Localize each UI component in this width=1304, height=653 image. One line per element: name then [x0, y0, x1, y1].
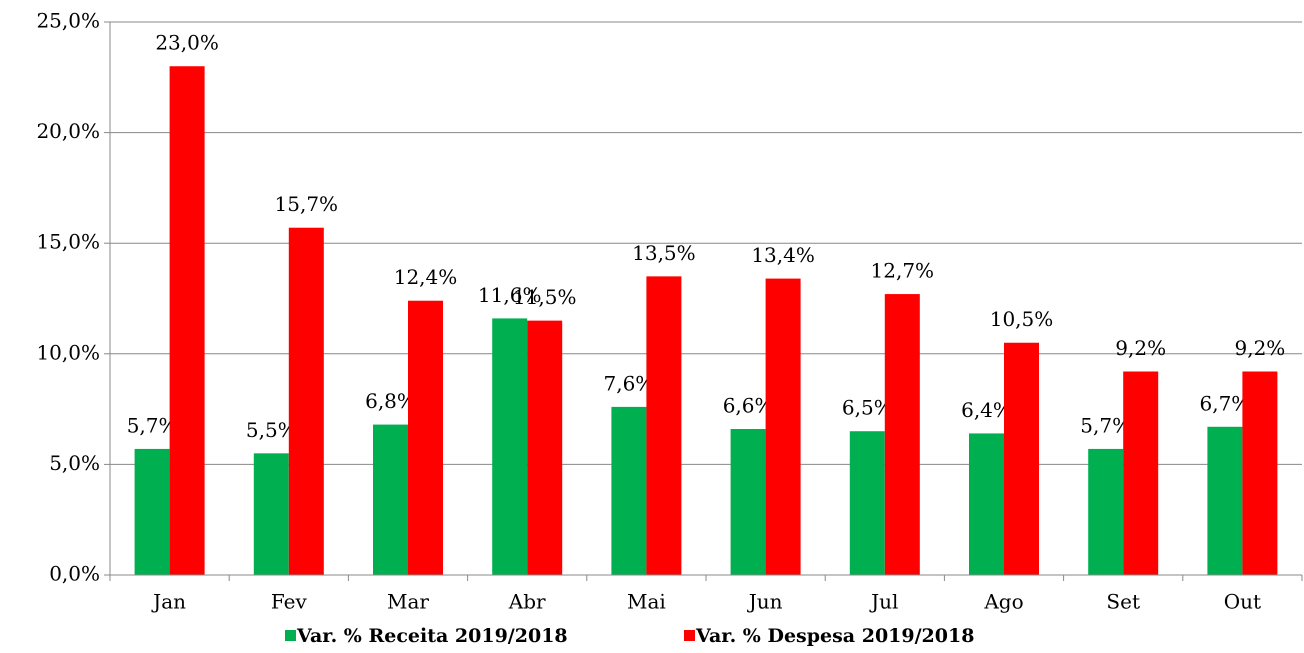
value-label: 6,7% — [1199, 391, 1250, 415]
bar — [611, 406, 647, 575]
x-tick-label: Out — [1224, 590, 1261, 614]
value-label: 6,5% — [842, 396, 893, 420]
value-label: 6,6% — [723, 394, 774, 418]
x-tick-label: Set — [1106, 590, 1140, 614]
value-label: 13,4% — [751, 243, 815, 267]
x-tick-label: Abr — [508, 590, 546, 614]
bar — [646, 276, 682, 575]
value-label: 7,6% — [603, 371, 654, 395]
legend-label: Var. % Receita 2019/2018 — [296, 625, 568, 647]
bar — [134, 448, 170, 575]
x-tick-label: Ago — [983, 590, 1023, 614]
value-label: 5,7% — [1080, 413, 1131, 437]
bar — [849, 431, 885, 575]
bar — [1123, 371, 1159, 575]
value-label: 6,8% — [365, 389, 416, 413]
legend-swatch — [684, 630, 695, 641]
bar — [408, 300, 443, 575]
x-tick-label: Jul — [869, 590, 898, 614]
value-label: 5,7% — [127, 413, 178, 437]
x-tick-label: Mai — [627, 590, 666, 614]
value-label: 10,5% — [990, 307, 1054, 331]
bar — [765, 278, 801, 575]
bar — [169, 66, 205, 576]
bar — [1004, 342, 1039, 575]
value-label: 6,4% — [961, 398, 1012, 422]
bar — [1242, 371, 1278, 575]
bar — [1207, 426, 1243, 575]
y-tick-label: 0,0% — [49, 562, 100, 586]
value-label: 11,6% — [478, 283, 542, 307]
bar — [253, 453, 289, 575]
value-label: 12,4% — [394, 265, 458, 289]
y-tick-label: 20,0% — [36, 119, 100, 143]
bar — [1088, 448, 1124, 575]
y-tick-label: 15,0% — [36, 230, 100, 254]
y-tick-label: 25,0% — [36, 9, 100, 33]
legend-swatch — [285, 630, 296, 641]
bar — [969, 433, 1004, 575]
value-label: 5,5% — [246, 418, 297, 442]
bar — [884, 294, 920, 575]
bar — [492, 318, 528, 575]
x-tick-label: Jan — [151, 590, 186, 614]
legend-label: Var. % Despesa 2019/2018 — [695, 625, 974, 647]
y-tick-label: 10,0% — [36, 340, 100, 364]
x-tick-label: Mar — [387, 590, 429, 614]
value-label: 13,5% — [632, 241, 696, 265]
x-tick-label: Jun — [747, 590, 783, 614]
value-label: 9,2% — [1115, 336, 1166, 360]
bar — [373, 424, 408, 575]
y-tick-label: 5,0% — [49, 451, 100, 475]
value-label: 9,2% — [1234, 336, 1285, 360]
value-label: 15,7% — [275, 192, 339, 216]
bar — [527, 320, 563, 575]
value-label: 12,7% — [871, 259, 935, 283]
bar — [288, 227, 324, 575]
x-tick-label: Fev — [271, 590, 308, 614]
value-label: 11,5% — [513, 285, 577, 309]
value-label: 23,0% — [155, 31, 219, 55]
bar — [730, 429, 766, 575]
